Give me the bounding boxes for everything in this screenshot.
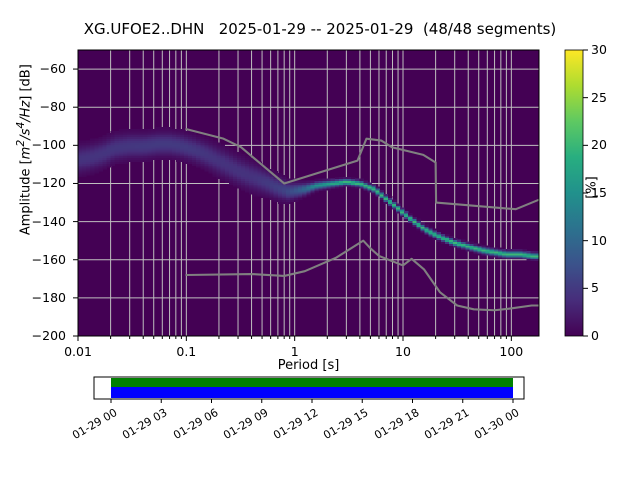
colorbar-ticks	[583, 49, 588, 337]
ppsd-density-cells	[78, 127, 539, 262]
timeline-blue-bar	[111, 387, 513, 398]
y-tick-label: −200	[31, 328, 66, 343]
x-axis-label: Period [s]	[277, 358, 340, 373]
y-tick-label: −100	[31, 137, 66, 153]
x-tick-label: 10	[395, 344, 411, 359]
y-tick-label: −140	[31, 213, 66, 229]
page-title: XG.UFOE2..DHN 2025-01-29 -- 2025-01-29 (…	[83, 20, 557, 38]
plot-frame	[77, 49, 540, 337]
colorbar-tick-label: 25	[591, 89, 607, 105]
colorbar-tick-label: 15	[591, 185, 607, 200]
y-tick-label: −160	[31, 251, 66, 267]
y-tick-label: −80	[39, 99, 66, 115]
colorbar-tick-label: 0	[591, 328, 599, 343]
y-tick-label: −120	[31, 175, 66, 191]
x-tick-label: 100	[499, 344, 524, 359]
y-tick-label: −180	[31, 289, 66, 305]
x-tick-label: 1	[290, 344, 299, 359]
timeline-green-bar	[111, 378, 513, 387]
colorbar-tick-label: 20	[591, 137, 607, 153]
x-tick-label: 0.01	[64, 344, 92, 359]
colorbar-tick-label: 10	[591, 232, 607, 248]
timeline-ticks	[110, 399, 514, 403]
colorbar-tick-label: 5	[591, 280, 599, 296]
noise-model-curves	[185, 128, 539, 312]
colorbar-tick-label: 30	[591, 42, 607, 57]
y-tick-label: −60	[39, 61, 66, 77]
x-tick-label: 0.1	[176, 344, 197, 359]
colorbar	[564, 49, 584, 337]
